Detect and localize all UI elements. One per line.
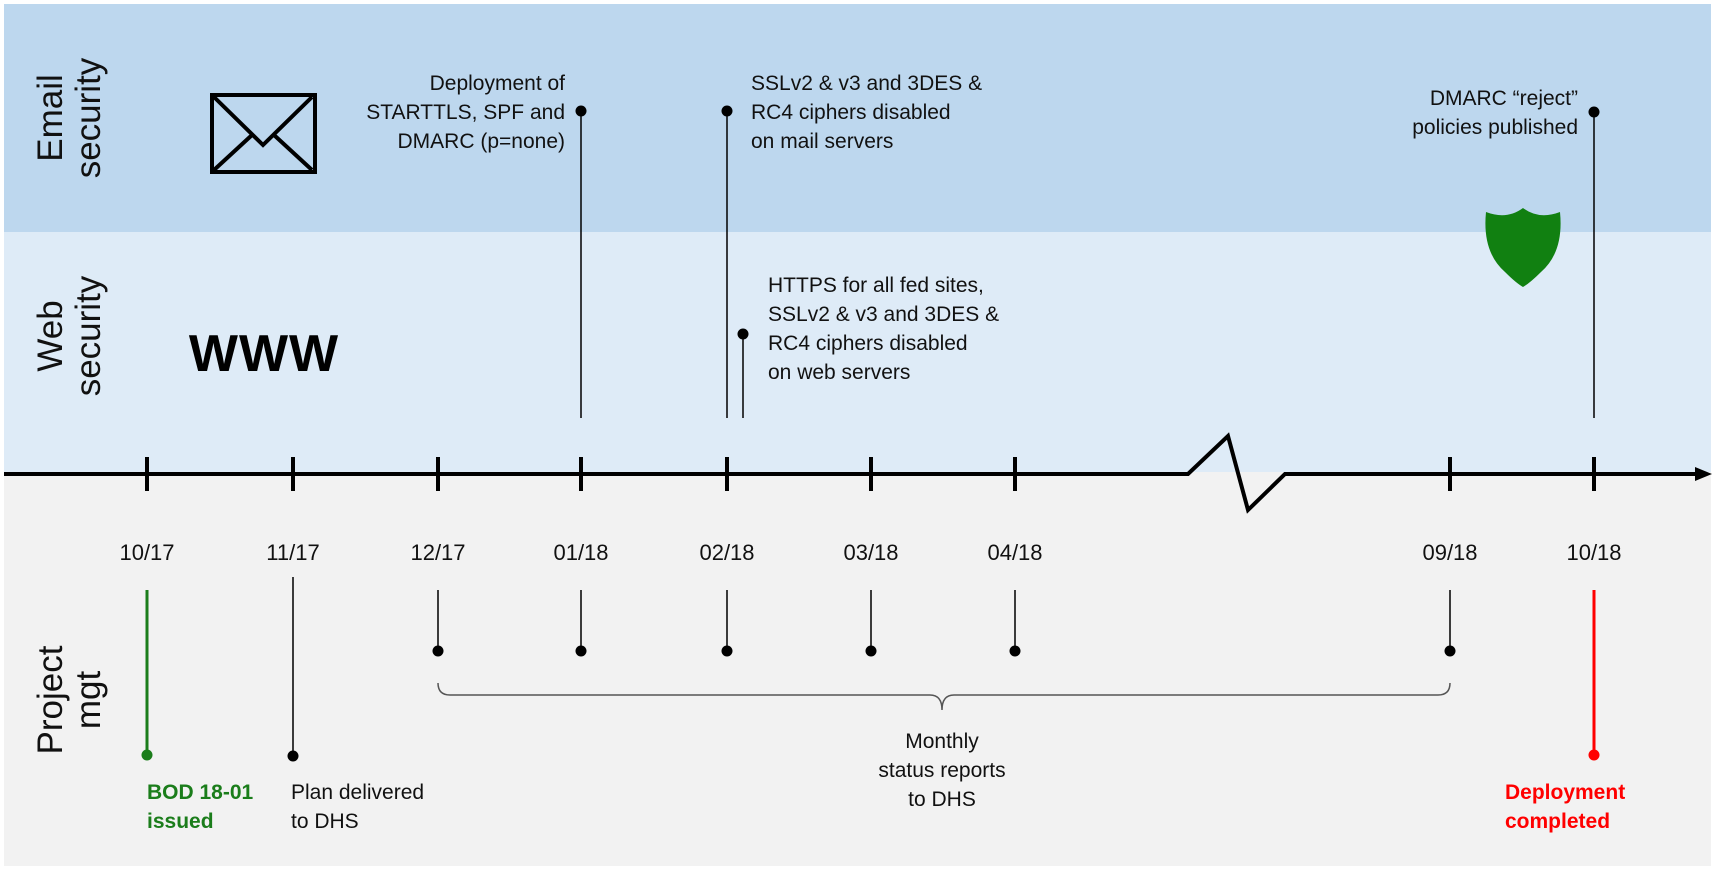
email-event-ciphers: SSLv2 & v3 and 3DES & RC4 ciphers disabl… [751, 72, 982, 153]
monthly-report-12-17-dot [432, 645, 444, 657]
envelope-icon [210, 93, 317, 174]
email-event-dmarc-reject: DMARC “reject” policies published [1412, 87, 1578, 139]
project-event-bod-dot [141, 749, 153, 761]
project-event-monthly: Monthly status reports to DHS [878, 730, 1005, 811]
web-lane-title: Web security [31, 275, 108, 396]
project-event-bod-line2: issued [147, 810, 214, 833]
project-event-deploy-line1: Deployment [1505, 781, 1625, 804]
project-event-bod: BOD 18-01 issued [147, 781, 254, 833]
web-event-https: HTTPS for all fed sites, SSLv2 & v3 and … [768, 274, 999, 384]
email-event-starttls-line3: DMARC (p=none) [398, 130, 565, 153]
project-event-deploy-dot [1588, 749, 1600, 761]
email-event-dmarc-line1: DMARC “reject” [1430, 87, 1578, 110]
web-event-https-dot [737, 328, 749, 340]
project-event-monthly-line1: Monthly [905, 730, 979, 753]
www-icon: WWW [189, 325, 339, 383]
axis-line [4, 432, 1700, 514]
project-title-line2: mgt [69, 671, 108, 730]
web-event-https-line4: on web servers [768, 361, 910, 384]
web-title-line2: security [69, 275, 108, 396]
project-lane-title: Project mgt [31, 645, 108, 754]
tick-label-09-18: 09/18 [1422, 540, 1477, 565]
monthly-report-02-18-dot [721, 645, 733, 657]
tick-label-11-17: 11/17 [266, 540, 319, 565]
email-event-starttls: Deployment of STARTTLS, SPF and DMARC (p… [366, 72, 565, 153]
monthly-report-01-18-dot [575, 645, 587, 657]
email-event-starttls-line1: Deployment of [430, 72, 566, 95]
monthly-brace [437, 682, 1451, 711]
email-title-line2: security [69, 57, 108, 178]
email-event-dmarc-reject-dot [1588, 106, 1600, 118]
project-event-deploy: Deployment completed [1505, 781, 1625, 833]
email-event-ciphers-line1: SSLv2 & v3 and 3DES & [751, 72, 982, 95]
tick-label-03-18: 03/18 [843, 540, 898, 565]
web-lane [4, 232, 1711, 472]
shield-icon [1485, 208, 1561, 287]
project-title-line1: Project [31, 645, 70, 754]
project-event-plan-line2: to DHS [291, 810, 359, 833]
web-title-line1: Web [31, 300, 70, 371]
monthly-report-04-18-dot [1009, 645, 1021, 657]
tick-label-01-18: 01/18 [553, 540, 608, 565]
web-event-https-line3: RC4 ciphers disabled [768, 332, 968, 355]
email-event-ciphers-dot [721, 105, 733, 117]
project-event-bod-line1: BOD 18-01 [147, 781, 254, 804]
email-event-ciphers-line2: RC4 ciphers disabled [751, 101, 951, 124]
tick-label-10-18: 10/18 [1566, 540, 1621, 565]
tick-labels: 10/17 11/17 12/17 01/18 02/18 03/18 04/1… [119, 540, 1621, 565]
email-event-dmarc-line2: policies published [1412, 116, 1578, 139]
web-event-https-line2: SSLv2 & v3 and 3DES & [768, 303, 999, 326]
tick-label-10-17: 10/17 [119, 540, 174, 565]
project-event-deploy-line2: completed [1505, 810, 1610, 833]
project-event-plan-dot [287, 750, 299, 762]
email-event-starttls-dot [575, 105, 587, 117]
tick-label-12-17: 12/17 [410, 540, 465, 565]
email-event-starttls-line2: STARTTLS, SPF and [366, 101, 565, 124]
tick-label-02-18: 02/18 [699, 540, 754, 565]
event-connectors [141, 105, 1600, 762]
email-event-ciphers-line3: on mail servers [751, 130, 893, 153]
timeline-axis [4, 432, 1712, 514]
email-title-line1: Email [31, 74, 70, 162]
project-event-plan-line1: Plan delivered [291, 781, 424, 804]
project-event-plan: Plan delivered to DHS [291, 781, 424, 833]
axis-arrowhead [1695, 467, 1712, 481]
monthly-report-09-18-dot [1444, 645, 1456, 657]
project-lane [4, 472, 1711, 866]
web-event-https-line1: HTTPS for all fed sites, [768, 274, 984, 297]
project-event-monthly-line2: status reports [878, 759, 1005, 782]
project-event-monthly-line3: to DHS [908, 788, 976, 811]
monthly-report-03-18-dot [865, 645, 877, 657]
email-lane-title: Email security [31, 57, 108, 178]
tick-label-04-18: 04/18 [987, 540, 1042, 565]
